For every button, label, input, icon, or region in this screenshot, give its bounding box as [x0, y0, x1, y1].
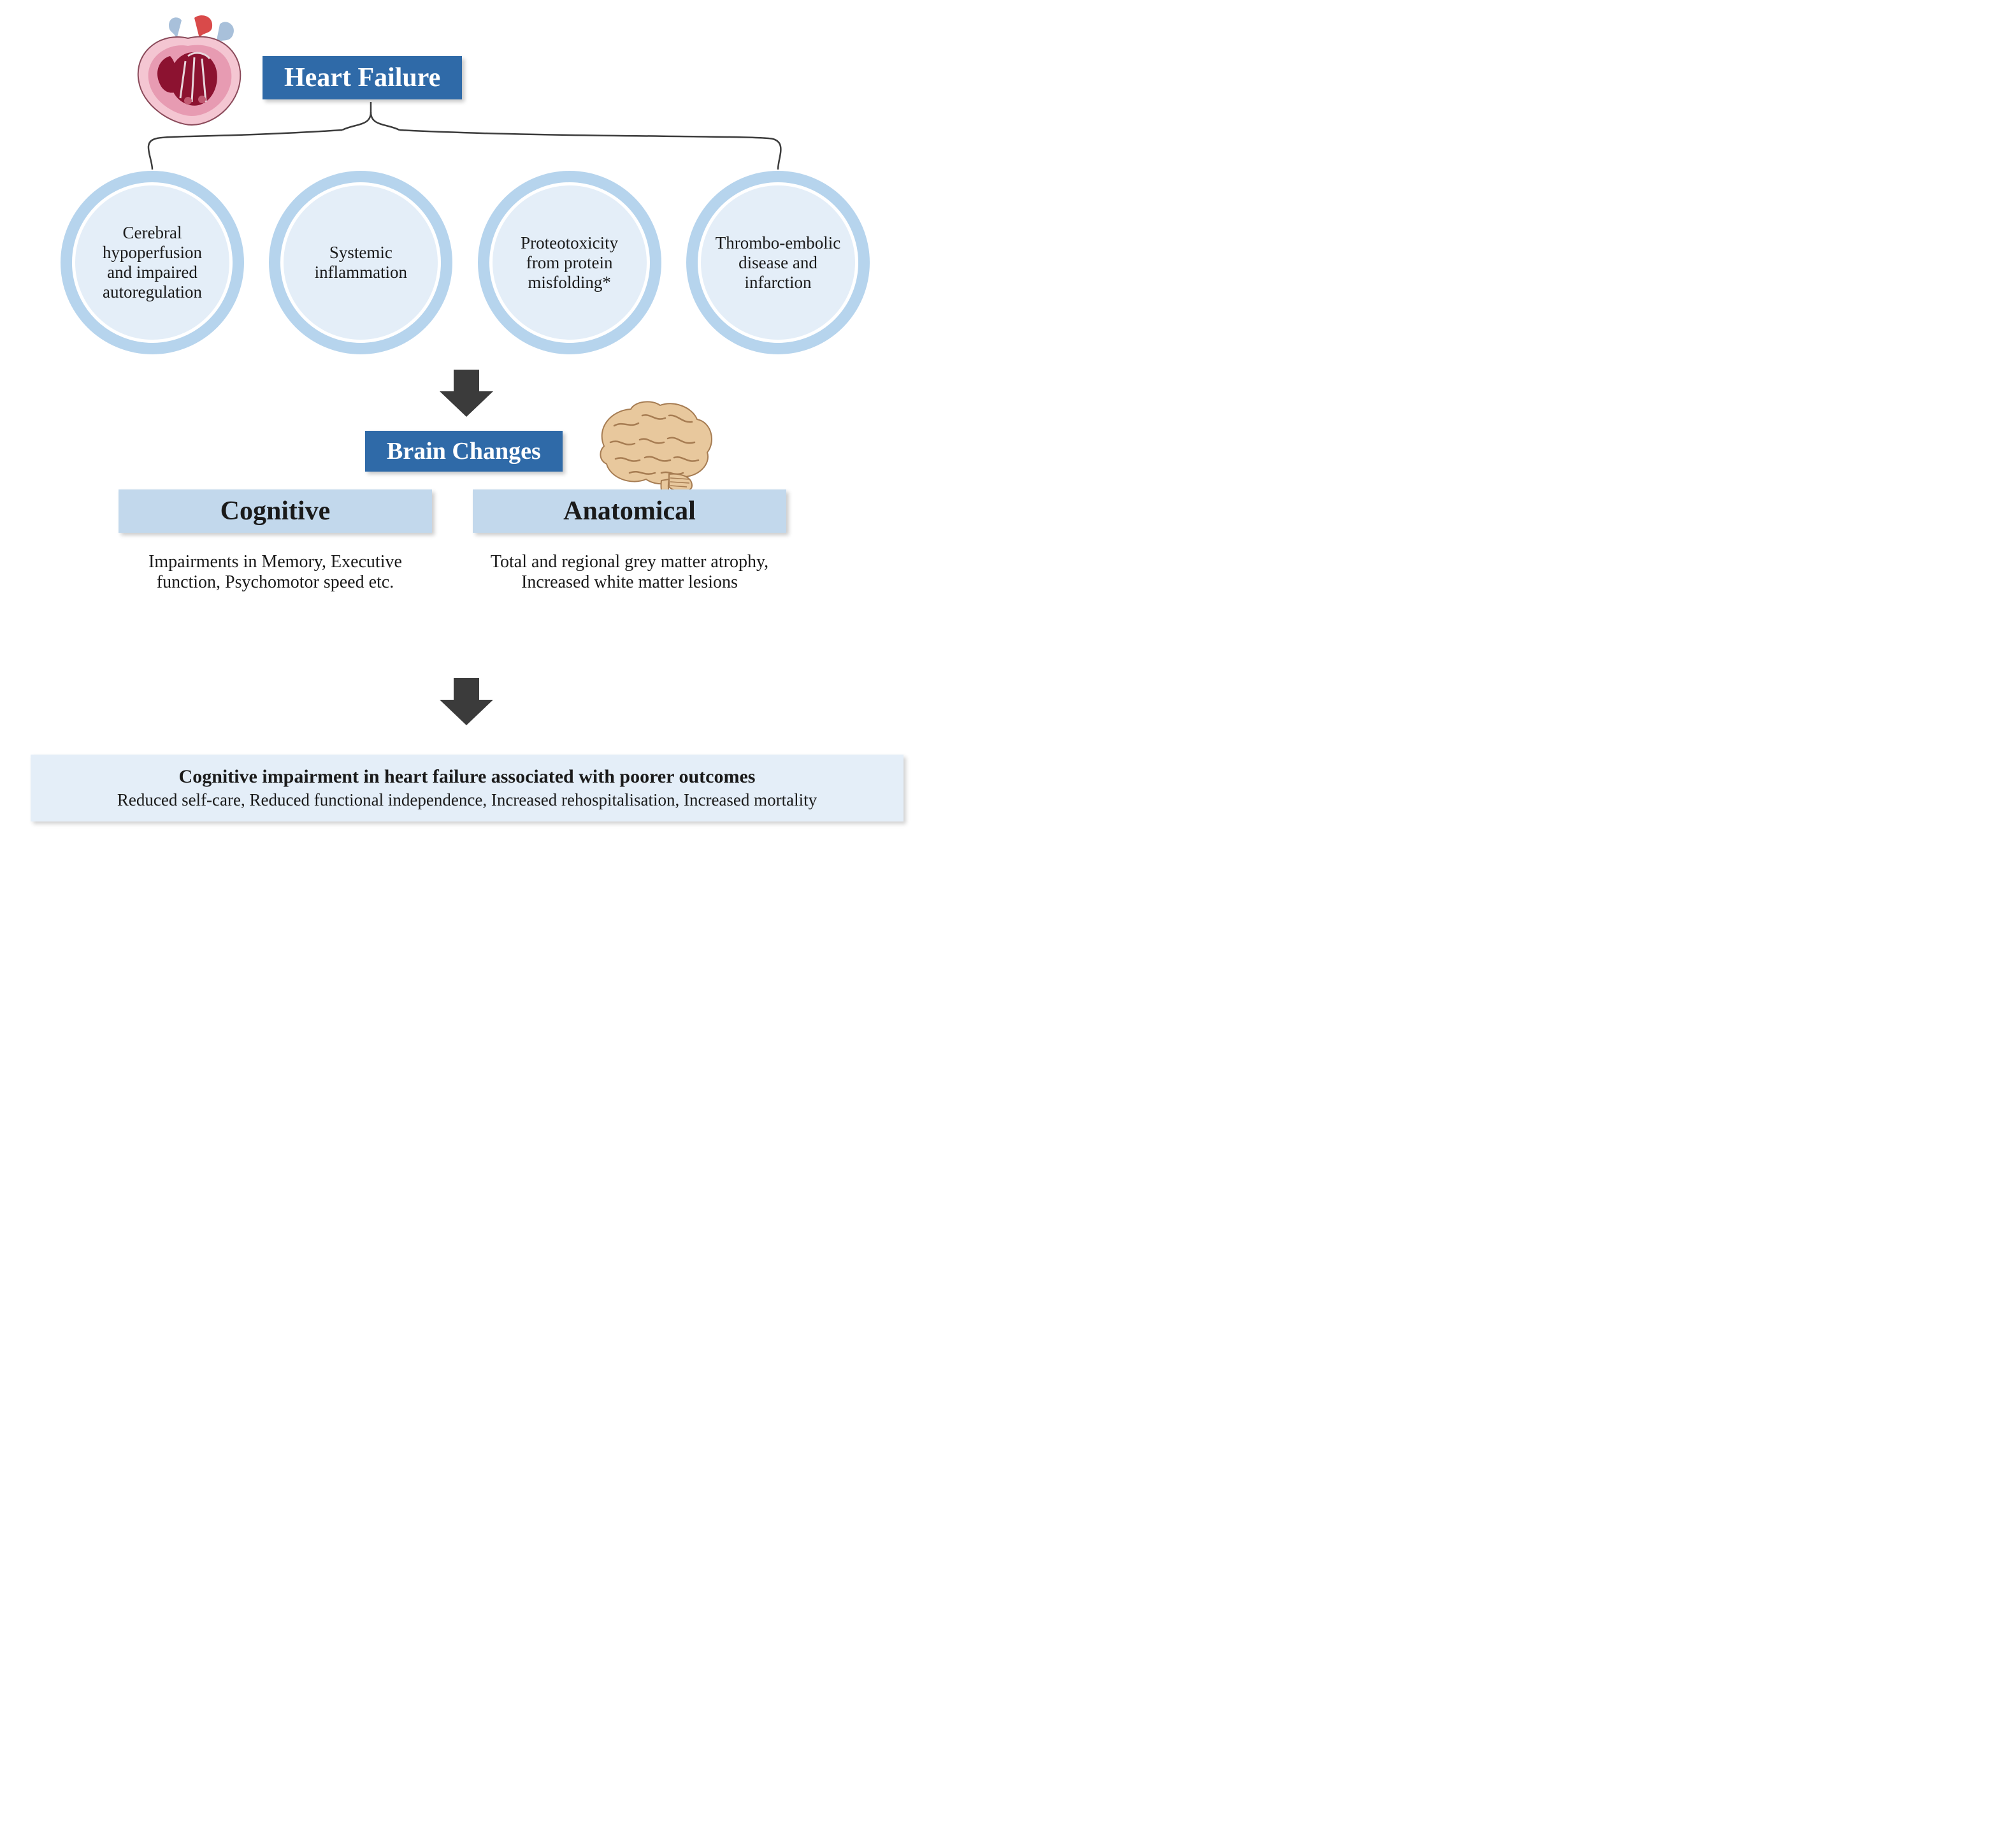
- mechanism-circle: Systemic inflammation: [269, 171, 452, 354]
- outcome-title: Cognitive impairment in heart failure as…: [43, 766, 891, 788]
- anatomical-desc: Total and regional grey matter atrophy, …: [473, 552, 786, 593]
- mechanism-text: Cerebral hypoperfusion and impaired auto…: [89, 223, 215, 302]
- mechanism-circle: Cerebral hypoperfusion and impaired auto…: [61, 171, 244, 354]
- mechanism-text: Proteotoxicity from protein misfolding*: [507, 233, 633, 293]
- outcome-desc: Reduced self-care, Reduced functional in…: [43, 790, 891, 810]
- arrow-down-icon: [440, 370, 493, 417]
- title-heart-failure: Heart Failure: [263, 56, 462, 99]
- subheading-cognitive: Cognitive: [119, 489, 432, 533]
- subheading-anatomical: Anatomical: [473, 489, 786, 533]
- mechanism-text: Systemic inflammation: [298, 243, 424, 282]
- title-brain-changes: Brain Changes: [365, 431, 563, 472]
- mechanism-circle: Thrombo-embolic disease and infarction: [686, 171, 870, 354]
- arrow-down-icon: [440, 678, 493, 725]
- brain-icon: [585, 396, 719, 498]
- mechanism-text: Thrombo-embolic disease and infarction: [715, 233, 841, 293]
- outcome-box: Cognitive impairment in heart failure as…: [31, 755, 904, 821]
- mechanism-circles-row: Cerebral hypoperfusion and impaired auto…: [61, 171, 870, 354]
- mechanism-circle: Proteotoxicity from protein misfolding*: [478, 171, 661, 354]
- brace-connector: [61, 101, 870, 177]
- cognitive-desc: Impairments in Memory, Executive functio…: [119, 552, 432, 593]
